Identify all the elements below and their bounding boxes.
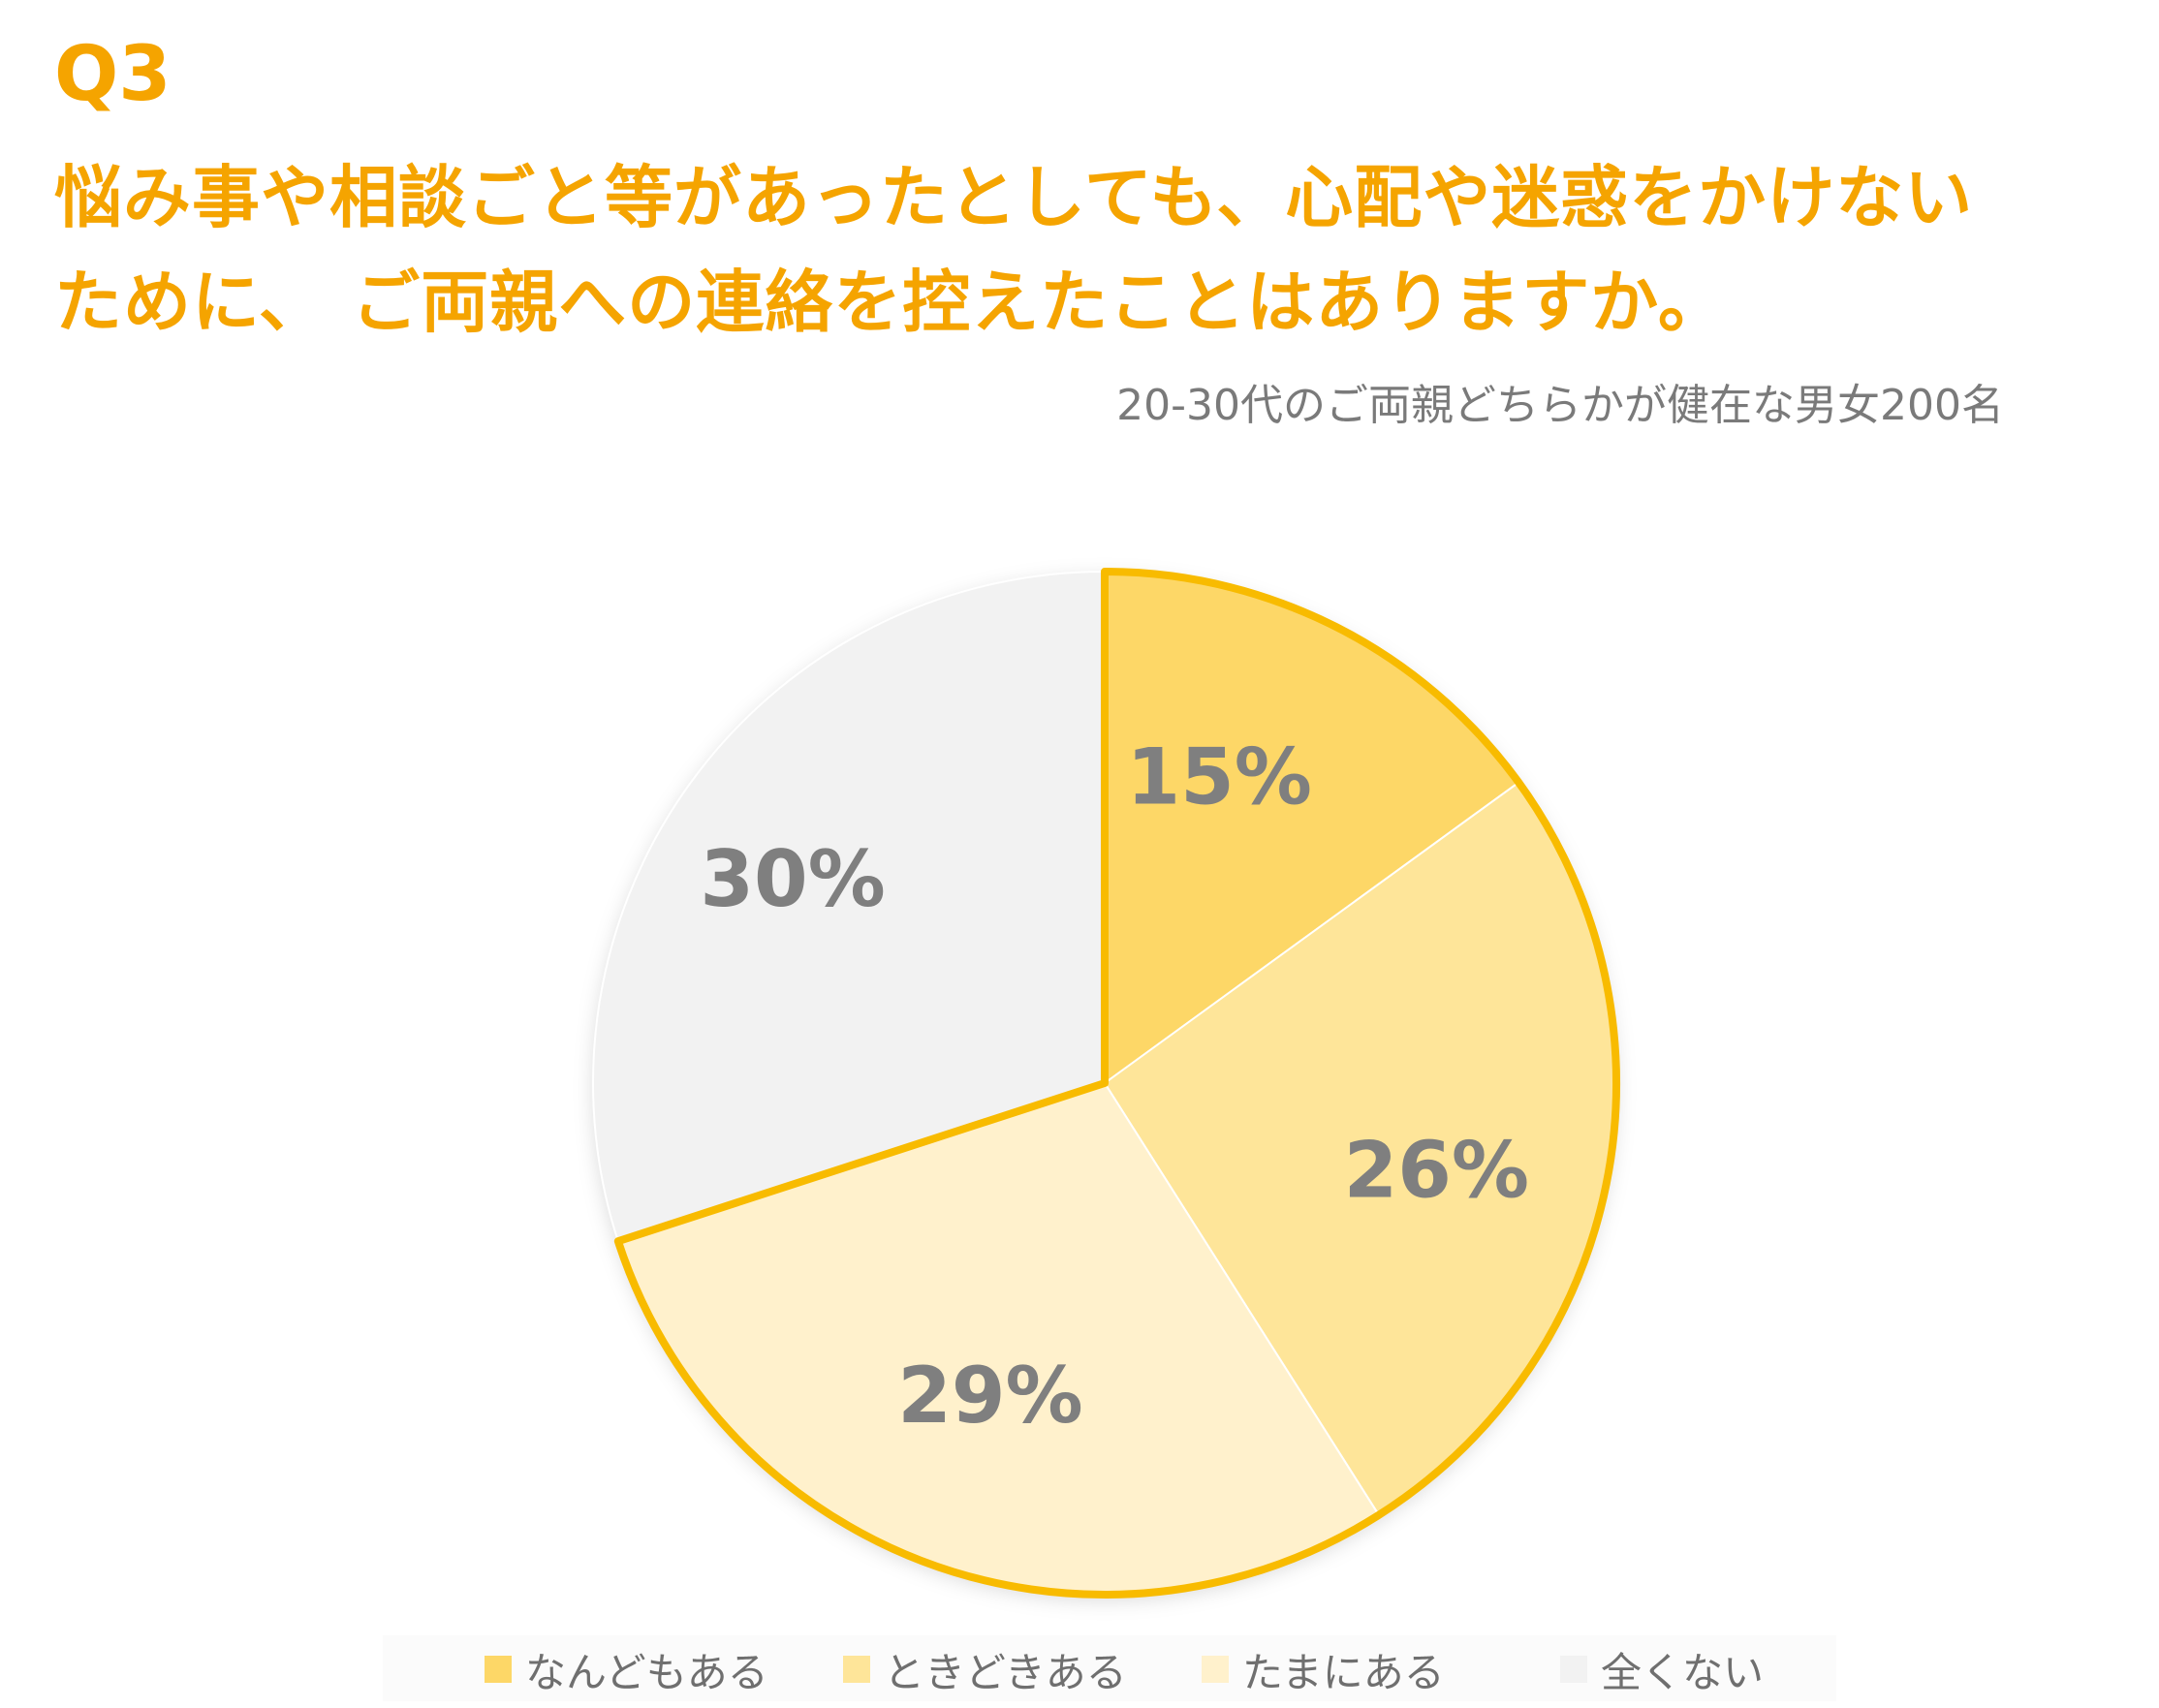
question-line-2: ために、 ご両親への連絡を控えたことはありますか。 [54, 263, 1727, 342]
pie-data-label: 15% [1126, 731, 1311, 822]
legend-swatch [1560, 1656, 1587, 1683]
chart-legend: なんどもある ときどきある たまにある 全くない [383, 1635, 1836, 1701]
legend-label: 全くない [1601, 1648, 1765, 1696]
pie-slices [592, 570, 1617, 1596]
legend-swatch [485, 1656, 512, 1683]
legend-swatch [1202, 1656, 1229, 1683]
legend-label: ときどきある [884, 1648, 1127, 1696]
legend-item-nandomo: なんどもある [485, 1645, 768, 1696]
pie-data-label: 29% [897, 1351, 1082, 1441]
pie-data-label: 26% [1344, 1125, 1529, 1215]
pie-data-label: 30% [700, 834, 885, 924]
legend-label: たまにある [1242, 1648, 1445, 1696]
question-line-1: 悩み事や相談ごと等があったとしても、心配や迷惑をかけない [54, 158, 1974, 237]
chart-subtitle: 20-30代のご両親どちらかが健在な男女200名 [1116, 381, 2004, 430]
question-text: 悩み事や相談ごと等があったとしても、心配や迷惑をかけない ために、 ご両親への連… [54, 145, 2109, 355]
legend-item-mattaku: 全くない [1560, 1645, 1764, 1696]
legend-label: なんどもある [525, 1648, 768, 1696]
pie-labels: 15% 26% 29% 30% [700, 731, 1529, 1440]
highlight-outline [613, 568, 1620, 1599]
legend-item-tamani: たまにある [1202, 1645, 1445, 1696]
pie-slice [592, 570, 1106, 1243]
question-number: Q3 [54, 31, 172, 118]
legend-item-tokidoki: ときどきある [843, 1645, 1127, 1696]
legend-swatch [843, 1656, 870, 1683]
